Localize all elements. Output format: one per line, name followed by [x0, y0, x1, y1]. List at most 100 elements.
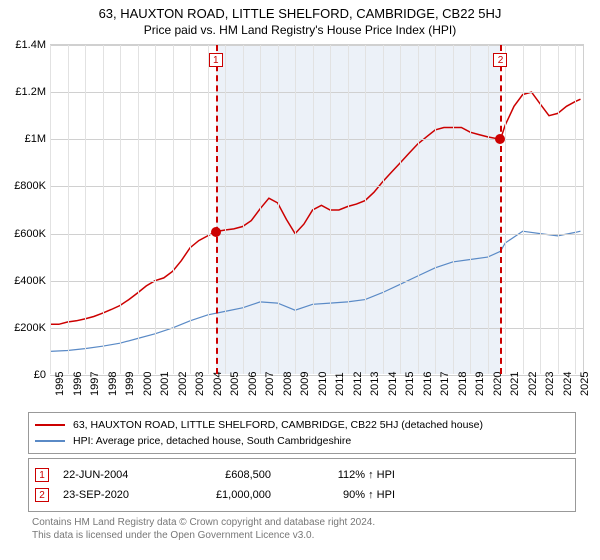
y-axis-label: £0	[2, 369, 46, 381]
footer-line-1: Contains HM Land Registry data © Crown c…	[32, 516, 576, 529]
event-marker-1: 1	[35, 468, 49, 482]
chart-subtitle: Price paid vs. HM Land Registry's House …	[0, 21, 600, 37]
x-axis-label: 2018	[457, 372, 469, 396]
footer-line-2: This data is licensed under the Open Gov…	[32, 529, 576, 542]
event-price-1: £608,500	[181, 469, 271, 481]
event-row-1: 1 22-JUN-2004 £608,500 112% ↑ HPI	[35, 465, 569, 485]
gridline-y	[50, 234, 583, 235]
gridline-x	[155, 45, 156, 374]
legend-swatch-1	[35, 424, 65, 426]
event-date-2: 23-SEP-2020	[63, 489, 167, 501]
x-axis-label: 2025	[579, 372, 591, 396]
gridline-x	[50, 45, 51, 374]
plot-region: £0£200K£400K£600K£800K£1M£1.2M£1.4M19951…	[50, 44, 584, 374]
event-row-2: 2 23-SEP-2020 £1,000,000 90% ↑ HPI	[35, 485, 569, 505]
gridline-x	[383, 45, 384, 374]
x-axis-label: 2011	[334, 372, 346, 396]
gridline-y	[50, 328, 583, 329]
event-marker-2: 2	[35, 488, 49, 502]
x-axis-label: 1997	[89, 372, 101, 396]
gridline-x	[575, 45, 576, 374]
legend-swatch-2	[35, 440, 65, 442]
gridline-x	[173, 45, 174, 374]
events-box: 1 22-JUN-2004 £608,500 112% ↑ HPI 2 23-S…	[28, 458, 576, 512]
y-axis-label: £800K	[2, 180, 46, 192]
x-axis-label: 2015	[404, 372, 416, 396]
gridline-y	[50, 281, 583, 282]
y-axis-label: £1.4M	[2, 39, 46, 51]
gridline-x	[488, 45, 489, 374]
legend-item-property: 63, HAUXTON ROAD, LITTLE SHELFORD, CAMBR…	[35, 417, 569, 433]
y-axis-label: £400K	[2, 275, 46, 287]
event-date-1: 22-JUN-2004	[63, 469, 167, 481]
gridline-x	[365, 45, 366, 374]
gridline-x	[330, 45, 331, 374]
gridline-x	[400, 45, 401, 374]
x-axis-label: 2008	[282, 372, 294, 396]
chart-title: 63, HAUXTON ROAD, LITTLE SHELFORD, CAMBR…	[0, 0, 600, 21]
x-axis-label: 1995	[54, 372, 66, 396]
gridline-x	[558, 45, 559, 374]
gridline-x	[243, 45, 244, 374]
event-hpi-2: 90% ↑ HPI	[285, 489, 395, 501]
x-axis-label: 2013	[369, 372, 381, 396]
marker-line-2	[500, 45, 502, 374]
gridline-y	[50, 92, 583, 93]
gridline-x	[523, 45, 524, 374]
gridline-x	[295, 45, 296, 374]
gridline-x	[418, 45, 419, 374]
gridline-x	[225, 45, 226, 374]
x-axis-label: 2024	[562, 372, 574, 396]
x-axis-label: 2020	[492, 372, 504, 396]
y-axis-label: £1M	[2, 133, 46, 145]
x-axis-label: 2017	[439, 372, 451, 396]
gridline-x	[505, 45, 506, 374]
marker-box-1: 1	[209, 53, 223, 67]
gridline-x	[435, 45, 436, 374]
x-axis-label: 1998	[107, 372, 119, 396]
event-hpi-1: 112% ↑ HPI	[285, 469, 395, 481]
chart-area: £0£200K£400K£600K£800K£1M£1.2M£1.4M19951…	[50, 44, 584, 374]
x-axis-label: 2006	[247, 372, 259, 396]
x-axis-label: 2001	[159, 372, 171, 396]
marker-dot-2	[495, 134, 505, 144]
gridline-x	[68, 45, 69, 374]
x-axis-label: 2004	[212, 372, 224, 396]
x-axis-label: 2019	[474, 372, 486, 396]
x-axis-label: 2021	[509, 372, 521, 396]
gridline-x	[190, 45, 191, 374]
x-axis-label: 2022	[527, 372, 539, 396]
gridline-x	[208, 45, 209, 374]
x-axis-label: 2010	[317, 372, 329, 396]
x-axis-label: 1999	[124, 372, 136, 396]
gridline-x	[313, 45, 314, 374]
y-axis-label: £1.2M	[2, 86, 46, 98]
gridline-x	[138, 45, 139, 374]
x-axis-label: 2000	[142, 372, 154, 396]
gridline-x	[453, 45, 454, 374]
event-price-2: £1,000,000	[181, 489, 271, 501]
x-axis-label: 2014	[387, 372, 399, 396]
gridline-x	[103, 45, 104, 374]
x-axis-label: 2003	[194, 372, 206, 396]
gridline-y	[50, 45, 583, 46]
gridline-x	[278, 45, 279, 374]
x-axis-label: 2007	[264, 372, 276, 396]
footer-attribution: Contains HM Land Registry data © Crown c…	[32, 516, 576, 542]
legend-item-hpi: HPI: Average price, detached house, Sout…	[35, 433, 569, 449]
marker-box-2: 2	[493, 53, 507, 67]
gridline-x	[260, 45, 261, 374]
legend-box: 63, HAUXTON ROAD, LITTLE SHELFORD, CAMBR…	[28, 412, 576, 454]
x-axis-label: 2005	[229, 372, 241, 396]
gridline-x	[470, 45, 471, 374]
x-axis-label: 2023	[544, 372, 556, 396]
gridline-x	[540, 45, 541, 374]
y-axis-label: £200K	[2, 322, 46, 334]
marker-dot-1	[211, 227, 221, 237]
y-axis-label: £600K	[2, 228, 46, 240]
legend-label-2: HPI: Average price, detached house, Sout…	[73, 435, 351, 447]
x-axis-label: 2009	[299, 372, 311, 396]
x-axis-label: 2012	[352, 372, 364, 396]
x-axis-label: 2002	[177, 372, 189, 396]
legend-label-1: 63, HAUXTON ROAD, LITTLE SHELFORD, CAMBR…	[73, 419, 483, 431]
